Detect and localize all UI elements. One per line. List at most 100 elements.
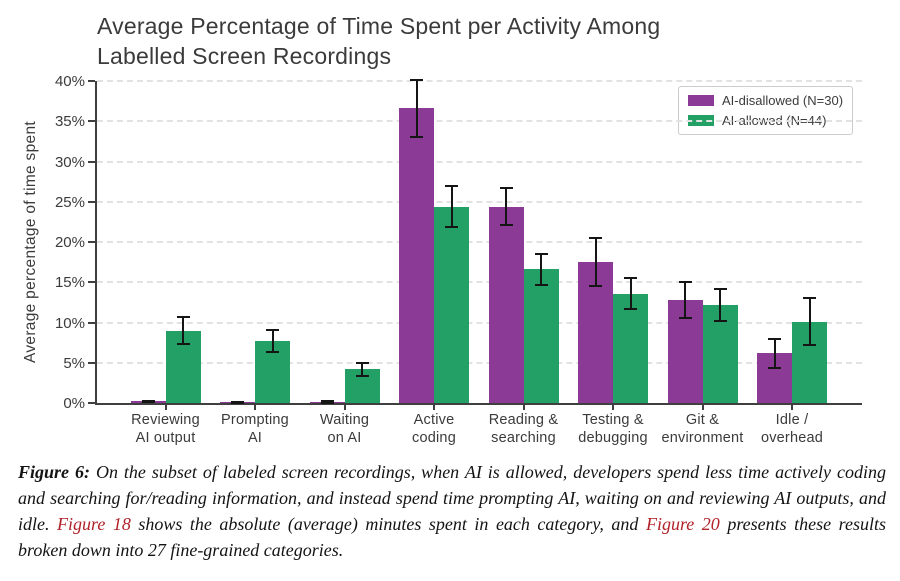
x-tick (343, 405, 346, 410)
error-bar-cap (499, 187, 513, 190)
x-tick-label-testing-debugging: Testing & debugging (578, 412, 648, 446)
gridline-15% (97, 281, 862, 284)
error-bar (629, 278, 632, 309)
gridline-35% (97, 120, 862, 123)
chart-title-line-2: Labelled Screen Recordings (97, 43, 392, 69)
error-bar (361, 362, 363, 376)
error-bar-cap (141, 401, 155, 404)
y-tick (88, 241, 95, 243)
error-bar-cap (678, 316, 692, 319)
error-bar (773, 338, 776, 368)
y-tick (88, 80, 95, 82)
gridline-25% (97, 200, 862, 203)
y-tick-label: 25% (54, 193, 85, 211)
error-bar (415, 80, 418, 137)
error-bar (594, 237, 597, 287)
error-bar-cap (713, 319, 727, 322)
error-bar-cap (803, 297, 816, 300)
error-bar-cap (231, 401, 244, 404)
legend-swatch-ai-disallowed (688, 95, 714, 106)
x-tick-label-reading-searching: Reading & searching (488, 412, 559, 446)
x-tick (791, 405, 793, 410)
error-bar-cap (355, 361, 369, 364)
x-tick (164, 405, 167, 410)
error-bar-cap (534, 283, 548, 286)
y-tick (88, 321, 95, 324)
error-bar-cap (499, 224, 513, 227)
error-bar-cap (176, 343, 190, 346)
error-bar-cap (141, 399, 155, 402)
legend-item-ai-disallowed: AI-disallowed (N=30) (688, 93, 843, 108)
error-bar-cap (410, 79, 423, 82)
error-bar-cap (445, 225, 458, 228)
y-tick (88, 200, 95, 203)
error-bar-cap (803, 344, 816, 347)
error-bar-cap (320, 400, 334, 403)
y-tick (88, 402, 95, 404)
error-bar (808, 298, 811, 346)
gridline-30% (97, 160, 862, 163)
y-tick-label: 10% (54, 314, 85, 332)
x-tick-label-reviewing-ai-output: Reviewing AI output (131, 412, 200, 446)
y-tick-label: 20% (54, 234, 85, 251)
error-bar-cap (445, 185, 458, 188)
y-tick-label: 15% (54, 274, 85, 292)
error-bar-cap (534, 253, 548, 256)
bar-allowed-reading-searching (523, 269, 559, 403)
error-bar-cap (624, 277, 637, 280)
gridline-20% (97, 241, 862, 243)
bar-allowed-testing-debugging (613, 293, 648, 403)
figure-caption: Figure 6: On the subset of labeled scree… (18, 459, 886, 563)
gridline-5% (97, 361, 862, 364)
error-bar-cap (678, 281, 692, 284)
x-tick-label-prompting-ai: Prompting AI (221, 412, 289, 446)
bar-disallowed-reading-searching (488, 206, 524, 403)
caption-figure-label: Figure 6: (18, 462, 90, 482)
caption-text: shows the absolute (average) minutes spe… (130, 514, 646, 534)
gridline-10% (97, 321, 862, 324)
caption-link-figure-18[interactable]: Figure 18 (57, 514, 131, 534)
y-tick (88, 120, 95, 123)
gridline-40% (97, 80, 862, 82)
error-bar (450, 186, 453, 227)
error-bar-cap (176, 315, 190, 318)
caption-text: presents these results broken down into … (18, 514, 886, 560)
error-bar-cap (768, 366, 781, 369)
x-tick (522, 405, 525, 410)
x-tick-label-waiting-on-ai: Waiting on AI (319, 412, 370, 446)
y-tick-label: 35% (54, 113, 85, 131)
error-bar-cap (320, 402, 334, 404)
error-bar-cap (410, 135, 423, 138)
error-bar-cap (768, 337, 781, 340)
x-tick (612, 405, 614, 410)
error-bar-cap (624, 307, 637, 310)
error-bar (684, 282, 686, 318)
y-tick (88, 281, 95, 284)
error-bar-cap (589, 285, 602, 288)
bar-allowed-active-coding (434, 206, 469, 403)
x-tick (433, 405, 435, 410)
error-bar (719, 288, 721, 321)
error-bar-cap (355, 374, 369, 377)
chart-title: Average Percentage of Time Spent per Act… (97, 11, 660, 71)
x-tick-label-active-coding: Active coding (412, 412, 456, 446)
chart-title-line-1: Average Percentage of Time Spent per Act… (97, 13, 661, 39)
y-tick (88, 160, 95, 163)
error-bar-cap (266, 351, 279, 354)
error-bar-cap (266, 328, 279, 331)
x-tick-label-idle-overhead: Idle / overhead (760, 412, 824, 446)
error-bar (271, 329, 274, 353)
error-bar (182, 316, 184, 345)
error-bar-cap (589, 236, 602, 239)
y-tick-label: 5% (63, 354, 85, 372)
caption-link-figure-20[interactable]: Figure 20 (645, 514, 720, 534)
error-bar (540, 254, 542, 285)
error-bar (505, 188, 507, 226)
caption-text: On the subset of labeled screen recordin… (18, 462, 886, 534)
x-tick (701, 405, 704, 410)
legend: AI-disallowed (N=30) AI-allowed (N=44) (678, 86, 853, 135)
y-tick-label: 40% (54, 73, 85, 90)
y-tick-label: 30% (54, 153, 85, 171)
x-tick (254, 405, 256, 410)
